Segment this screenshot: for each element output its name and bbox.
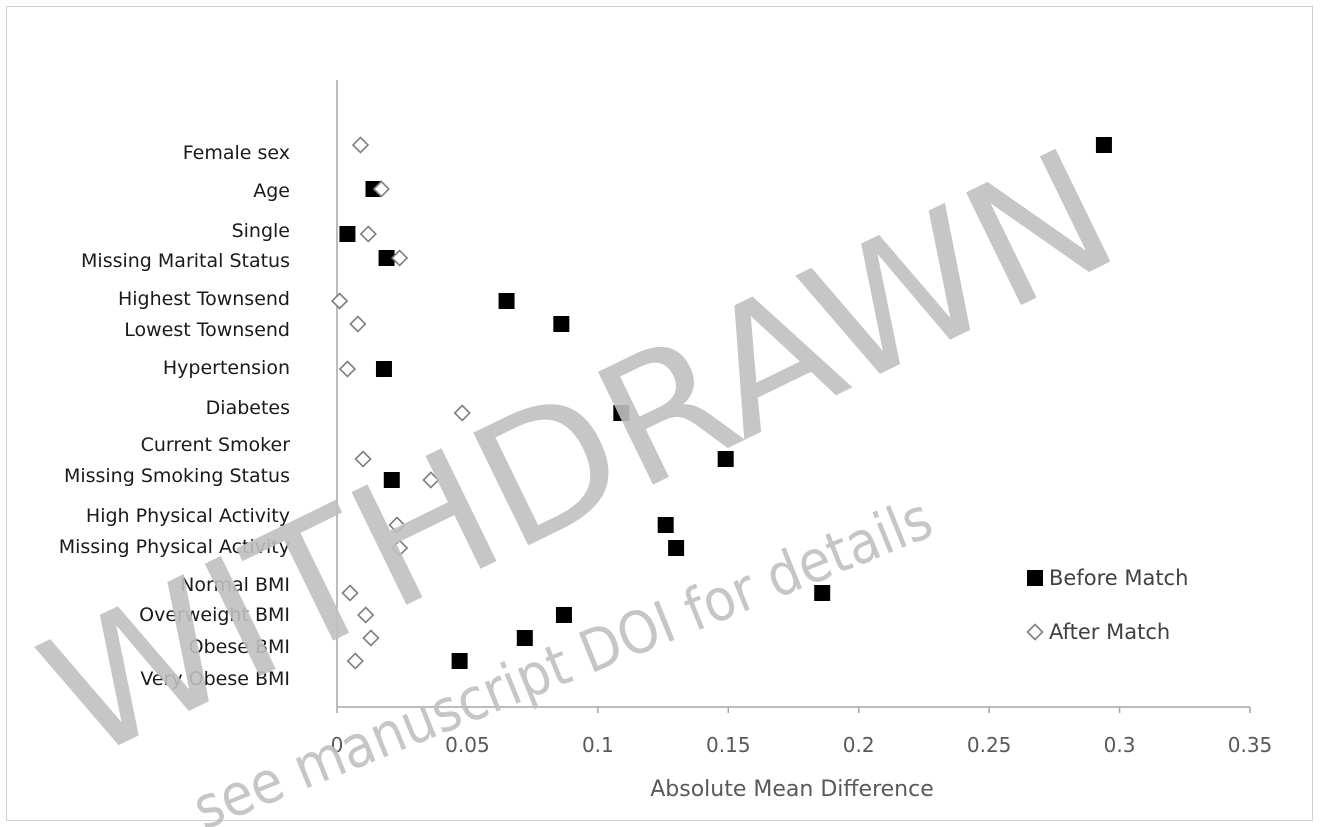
before-match-point (814, 585, 831, 601)
category-label: Current Smoker (141, 434, 291, 456)
category-label: Missing Physical Activity (59, 536, 290, 558)
after-match-point (362, 629, 380, 647)
category-label: Normal BMI (180, 574, 290, 596)
before-match-point (383, 472, 400, 488)
after-match-point (357, 606, 375, 624)
before-match-point (668, 540, 685, 556)
x-tick-label: 0.25 (967, 733, 1012, 757)
chart-frame (6, 6, 1313, 821)
axes (336, 80, 1251, 713)
x-tick-labels: 0 0.05 0.1 0.15 0.2 0.25 0.3 0.35 (331, 733, 1273, 757)
legend-label: Before Match (1049, 566, 1188, 590)
after-match-point (372, 180, 390, 198)
before-match-point (339, 226, 356, 242)
before-match-point (375, 361, 392, 377)
before-match-point (553, 316, 570, 332)
after-match-point (388, 516, 406, 534)
category-label: Overweight BMI (139, 604, 290, 626)
before-match-point (657, 517, 674, 533)
before-match-point (1095, 137, 1112, 153)
category-labels: Female sex Age Single Missing Marital Statu… (59, 142, 290, 690)
after-match-point (390, 539, 409, 557)
after-match-point (330, 292, 349, 310)
after-match-point (354, 450, 372, 468)
category-label: Very Obese BMI (140, 668, 290, 690)
before-match-point (498, 293, 515, 309)
after-match-point (453, 404, 471, 422)
before-match-point (451, 653, 468, 669)
category-label: Hypertension (163, 357, 290, 379)
after-match-point (338, 360, 357, 378)
category-label: High Physical Activity (86, 505, 290, 527)
after-match-point (349, 315, 367, 333)
legend-square-marker (1027, 570, 1043, 586)
before-match-point (555, 607, 572, 623)
category-label: Diabetes (206, 397, 290, 419)
x-axis-title: Absolute Mean Difference (650, 777, 934, 802)
x-tick-label: 0.1 (582, 733, 614, 757)
category-label: Lowest Townsend (124, 319, 290, 341)
x-tick-label: 0.05 (445, 733, 490, 757)
category-label: Age (253, 180, 290, 202)
legend-diamond-marker (1026, 623, 1044, 641)
x-tick-label: 0.35 (1228, 733, 1273, 757)
before-match-point (516, 630, 533, 646)
after-match-point (359, 225, 377, 243)
x-tick-label: 0 (331, 733, 344, 757)
after-match-point (390, 249, 409, 267)
after-match-point (346, 652, 364, 670)
x-tick-label: 0.3 (1104, 733, 1136, 757)
after-match-point (422, 471, 440, 489)
category-label: Highest Townsend (118, 288, 290, 310)
x-tick-label: 0.15 (706, 733, 751, 757)
data-points (330, 136, 1112, 670)
category-label: Female sex (183, 142, 290, 164)
after-match-point (341, 584, 359, 602)
before-match-point (613, 405, 630, 421)
x-tick-label: 0.2 (843, 733, 875, 757)
category-label: Obese BMI (189, 636, 290, 658)
before-match-point (717, 451, 734, 467)
legend: Before Match After Match (1026, 566, 1188, 644)
legend-label: After Match (1049, 620, 1170, 644)
category-label: Single (232, 220, 290, 242)
category-label: Missing Smoking Status (64, 465, 290, 487)
before-match-point (378, 250, 395, 266)
category-label: Missing Marital Status (81, 250, 290, 272)
after-match-point (351, 136, 370, 154)
